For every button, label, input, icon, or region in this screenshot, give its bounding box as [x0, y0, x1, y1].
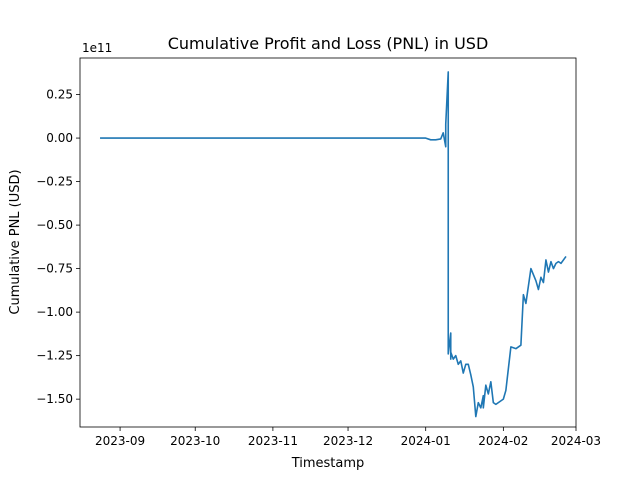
y-tick-label: 0.25 [46, 88, 73, 102]
plot-area [79, 57, 577, 428]
y-axis: 0.25 0.00 −0.25 −0.50 −0.75 −1.00 −1.25 −1.50 [36, 88, 80, 406]
x-axis-label: Timestamp [291, 456, 365, 471]
y-tick-label: −1.00 [36, 305, 73, 319]
series-line [100, 71, 567, 418]
y-axis-offset-label: 1e11 [82, 41, 112, 55]
x-tick-label: 2023-11 [248, 434, 298, 448]
chart-title: Cumulative Profit and Loss (PNL) in USD [168, 34, 489, 53]
x-tick-label: 2024-03 [551, 434, 601, 448]
y-tick-label: −0.75 [36, 262, 73, 276]
y-tick-label: 0.00 [46, 131, 73, 145]
x-tick-label: 2024-02 [478, 434, 528, 448]
y-tick-label: −0.50 [36, 218, 73, 232]
x-tick-label: 2024-01 [401, 434, 451, 448]
x-tick-label: 2023-09 [95, 434, 145, 448]
axes-frame [79, 57, 577, 428]
y-axis-label: Cumulative PNL (USD) [8, 169, 23, 314]
y-tick-label: −0.25 [36, 175, 73, 189]
x-tick-label: 2023-12 [323, 434, 373, 448]
y-tick-label: −1.25 [36, 349, 73, 363]
x-axis: 2023-09 2023-10 2023-11 2023-12 2024-01 2024-… [95, 427, 601, 448]
x-tick-label: 2023-10 [170, 434, 220, 448]
y-tick-label: −1.50 [36, 392, 73, 406]
